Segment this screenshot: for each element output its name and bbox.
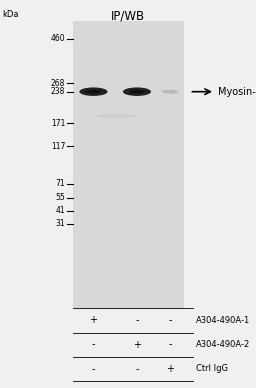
Text: 117: 117 bbox=[51, 142, 65, 151]
Text: -: - bbox=[135, 315, 139, 326]
Text: A304-490A-2: A304-490A-2 bbox=[196, 340, 250, 349]
Text: 238: 238 bbox=[51, 87, 65, 96]
Text: Ctrl IgG: Ctrl IgG bbox=[196, 364, 228, 373]
Text: -: - bbox=[135, 364, 139, 374]
Text: -: - bbox=[168, 340, 172, 350]
Text: 41: 41 bbox=[56, 206, 65, 215]
Text: 268: 268 bbox=[51, 79, 65, 88]
Text: 71: 71 bbox=[56, 179, 65, 188]
Text: Myosin-9: Myosin-9 bbox=[218, 87, 256, 97]
Ellipse shape bbox=[162, 90, 179, 94]
Text: -: - bbox=[168, 315, 172, 326]
Bar bbox=[73, 21, 184, 308]
Ellipse shape bbox=[86, 90, 101, 94]
Text: -: - bbox=[92, 340, 95, 350]
Ellipse shape bbox=[92, 114, 138, 118]
Text: +: + bbox=[166, 364, 174, 374]
Text: A304-490A-1: A304-490A-1 bbox=[196, 316, 250, 325]
Text: +: + bbox=[133, 340, 141, 350]
Text: +: + bbox=[89, 315, 98, 326]
Ellipse shape bbox=[79, 87, 108, 96]
Ellipse shape bbox=[129, 90, 145, 94]
Text: 460: 460 bbox=[51, 34, 65, 43]
Text: -: - bbox=[92, 364, 95, 374]
Text: 171: 171 bbox=[51, 119, 65, 128]
Text: kDa: kDa bbox=[3, 10, 19, 19]
Text: 55: 55 bbox=[56, 194, 65, 203]
Text: 31: 31 bbox=[56, 219, 65, 228]
Ellipse shape bbox=[123, 87, 151, 96]
Text: IP/WB: IP/WB bbox=[111, 10, 145, 23]
